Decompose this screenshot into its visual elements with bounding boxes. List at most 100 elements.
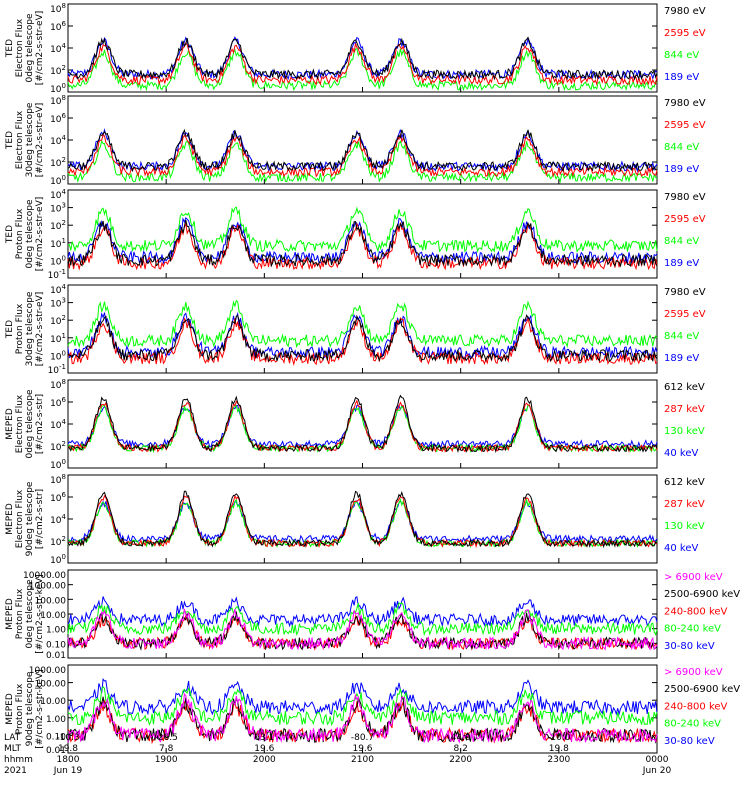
legend-entry: 130 keV [664, 426, 705, 437]
y-tick-label: 1.00 [46, 715, 66, 725]
x-tick-label: 0000 [646, 755, 669, 765]
panel-5: 100 102 104 106 108 MEPED Electron Flux 0deg te… [5, 378, 705, 471]
y-axis-label-line: TED [5, 39, 15, 58]
legend-entry: 130 keV [664, 521, 705, 532]
y-tick-label: 100 [50, 174, 66, 187]
y-axis-label-line: Proton Flux [15, 303, 25, 354]
legend-entry: 7980 eV [664, 192, 706, 203]
y-axis-label-line: [#/cm2-s-str-eV] [35, 103, 45, 178]
y-tick-label: 1.00 [46, 626, 66, 636]
y-axis-label-line: Proton Flux [15, 588, 25, 639]
y-axis-label-line: Electron Flux [15, 110, 25, 169]
series-magenta [67, 608, 658, 651]
y-axis-label-line: 0deg telescope [25, 13, 35, 83]
y-axis-label-line: MEPED [5, 408, 15, 440]
y-tick-label: 102 [50, 64, 66, 77]
y-axis-label-line: 90deg telescope [25, 481, 35, 556]
y-tick-label: 104 [50, 42, 66, 55]
series-green [67, 602, 658, 637]
y-axis-label: MEPED Electron Flux 0deg telescope [#/cm2-s… [5, 389, 45, 459]
y-axis-label-line: 30deg telescope [25, 291, 35, 366]
series-red [67, 494, 658, 549]
y-tick-label: 104 [50, 418, 66, 431]
panel-frame [67, 474, 658, 564]
legend-entry: 7980 eV [664, 98, 706, 109]
legend-entry: 80-240 keV [664, 719, 721, 730]
y-axis-label-line: [#/cm2-s-str] [35, 489, 45, 549]
series-blue [67, 596, 658, 628]
legend-entry: 189 eV [664, 164, 699, 175]
y-axis-label-line: [#/cm2-s-str] [35, 394, 45, 454]
x-tick-label: -10.0 [547, 733, 571, 743]
legend-entry: 844 eV [664, 331, 699, 342]
y-axis-label-line: [#/cm2-s-str-keV] [35, 574, 45, 653]
series-blue [67, 36, 658, 81]
y-axis-label: TED Proton Flux 30deg telescope [#/cm2-s-st… [5, 291, 45, 366]
legend-entry: 287 keV [664, 499, 705, 510]
series-black [67, 394, 658, 454]
x-tick-label: 19.8 [549, 744, 569, 754]
y-axis-label-line: Electron Flux [15, 18, 25, 77]
y-tick-label: 102 [50, 156, 66, 169]
y-tick-label: 106 [50, 112, 66, 125]
y-tick-label: 104 [50, 134, 66, 147]
legend-entry: 189 eV [664, 353, 699, 364]
panel-6: 100 102 104 106 108 MEPED Electron Flux 90deg t… [5, 473, 705, 566]
y-tick-label: 100 [50, 349, 66, 362]
y-tick-label: 106 [50, 20, 66, 33]
y-tick-label: 106 [50, 491, 66, 504]
x-row-label: LAT [4, 733, 21, 743]
x-tick-label: -26.5 [155, 733, 178, 743]
y-axis-label-line: [#/cm2-s-str-eV] [35, 11, 45, 86]
legend-entry: 7980 eV [664, 6, 706, 17]
y-tick-label: 101 [50, 332, 66, 345]
y-tick-label: 103 [50, 297, 66, 310]
y-axis-label: TED Electron Flux 0deg telescope [#/cm2-s-s… [5, 11, 45, 86]
series-blue [67, 678, 658, 716]
y-axis-label: TED Proton Flux 0deg telescope [#/cm2-s-str… [5, 197, 45, 272]
x-tick-label: 19.6 [352, 744, 372, 754]
legend-entry: 7980 eV [664, 287, 706, 298]
y-tick-label: 108 [50, 94, 66, 107]
series-magenta [67, 692, 658, 744]
panel-2: 100 102 104 106 108 TED Electron Flux 30deg tel… [5, 94, 706, 187]
y-tick-label: 104 [50, 188, 66, 201]
y-tick-label: 10000.00 [23, 571, 66, 581]
series-green [67, 139, 658, 184]
series-red [67, 699, 658, 745]
series-green [67, 299, 658, 349]
x-tick-label: 2100 [351, 755, 374, 765]
y-tick-label: 10.00 [40, 697, 66, 707]
series-black [67, 128, 658, 173]
y-axis-label: MEPED Electron Flux 90deg telescope [#/cm2-… [5, 481, 45, 556]
y-tick-label: 1000.00 [29, 666, 66, 676]
y-axis-label-line: 0deg telescope [25, 579, 35, 649]
x-tick-label: 44.9 [451, 733, 471, 743]
y-tick-label: 102 [50, 440, 66, 453]
x-tick-label: 2300 [547, 755, 570, 765]
x-row-label: MLT [4, 744, 22, 754]
series-red [67, 132, 658, 178]
y-axis-label-line: [#/cm2-s-str-eV] [35, 197, 45, 272]
y-tick-label: 102 [50, 535, 66, 548]
series-green [67, 686, 658, 727]
y-tick-label: 1000.00 [29, 582, 66, 592]
y-tick-label: 103 [50, 202, 66, 215]
y-axis-label-line: MEPED [5, 503, 15, 535]
y-tick-label: 108 [50, 2, 66, 15]
y-axis-label-line: 0deg telescope [25, 199, 35, 269]
y-axis-label: MEPED Proton Flux 0deg telescope [#/cm2-s-s… [5, 574, 45, 653]
panel-1: 100 102 104 106 108 TED Electron Flux 0deg tele… [5, 2, 706, 95]
y-axis-label-line: 0deg telescope [25, 389, 35, 459]
series-green [67, 48, 658, 92]
y-tick-label: 108 [50, 473, 66, 486]
y-tick-label: 0.10 [46, 640, 66, 650]
y-tick-label: 101 [50, 237, 66, 250]
y-axis-label-line: MEPED [5, 693, 15, 725]
y-axis-label-line: MEPED [5, 598, 15, 630]
legend-entry: 844 eV [664, 236, 699, 247]
y-axis-label-line: 30deg telescope [25, 102, 35, 177]
